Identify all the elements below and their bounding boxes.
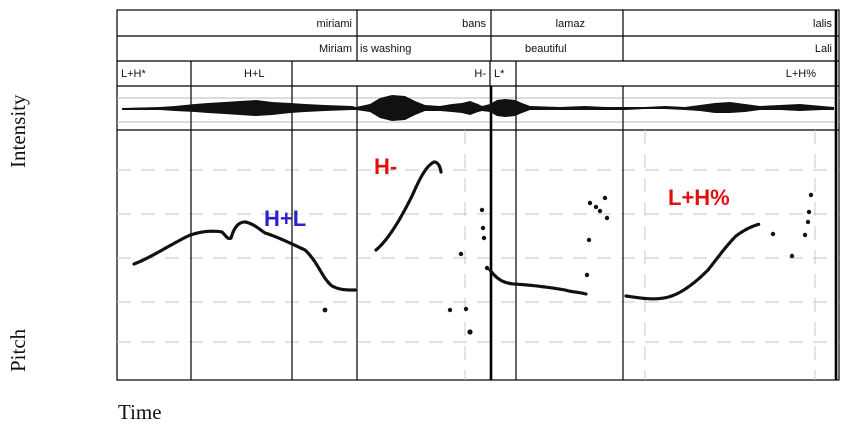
pitch-grid — [117, 130, 839, 380]
pitch-outliers — [322, 192, 814, 335]
tone-tier-label: H- — [474, 68, 486, 80]
annotation-h-plus-l: H+L — [264, 206, 306, 231]
annotation-l-plus-h-percent: L+H% — [668, 185, 730, 210]
tone-tier-label: H+L — [244, 68, 265, 80]
time-axis-label: Time — [118, 400, 162, 424]
intensity-guides — [117, 97, 839, 123]
gloss-label: beautiful — [525, 43, 567, 55]
tone-tier-label: L* — [494, 68, 505, 80]
word-label: miriami — [317, 18, 352, 30]
pitch-axis-label: Pitch — [6, 328, 30, 372]
gloss-label: Miriam — [319, 43, 352, 55]
intensity-waveform — [122, 95, 834, 121]
gloss-label: Lali — [815, 43, 832, 55]
word-label: lamaz — [556, 18, 585, 30]
pitch-trace — [132, 160, 762, 301]
word-label: bans — [462, 18, 486, 30]
gloss-label: is washing — [360, 43, 411, 55]
tone-boundaries — [190, 61, 517, 86]
intensity-axis-label: Intensity — [6, 94, 30, 169]
word-label: lalis — [813, 18, 832, 30]
tone-tier-label: L+H* — [121, 68, 146, 80]
event-lines — [190, 10, 838, 380]
word-boundaries — [356, 10, 624, 61]
figure-frame — [116, 9, 840, 381]
tone-tier-label: L+H% — [786, 68, 816, 80]
annotation-h-minus: H- — [374, 154, 397, 179]
